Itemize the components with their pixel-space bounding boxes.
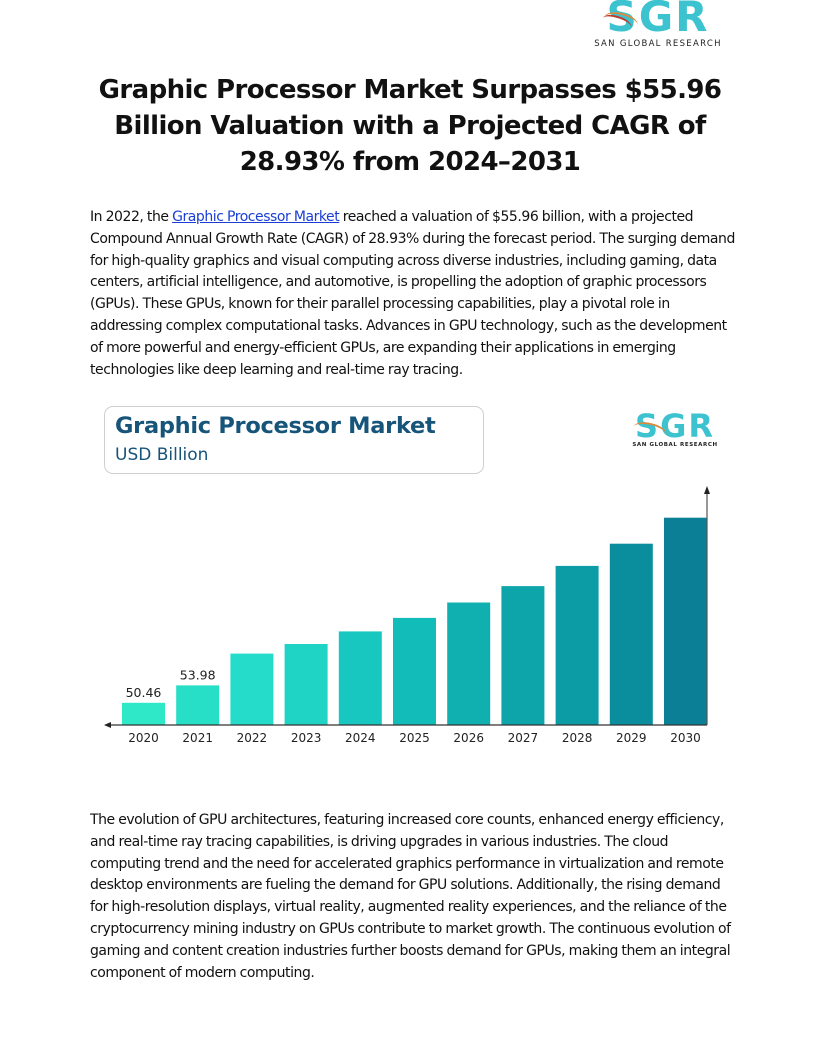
x-axis-arrow-icon (104, 722, 111, 728)
x-tick-labels: 2020 2021 2022 2023 2024 2025 2026 2027 2028 2029… (128, 731, 701, 745)
intro-paragraph: In 2022, the Graphic Processor Market re… (90, 207, 735, 381)
x-tick-label: 2021 (182, 731, 213, 745)
graphic-processor-market-link[interactable]: Graphic Processor Market (172, 209, 340, 225)
x-tick-label: 2026 (453, 731, 484, 745)
bars-group (122, 517, 707, 725)
chart-sgr-logo: SGR SAN GLOBAL RESEARCH (631, 407, 718, 458)
sgr-logo-mark: SGR (601, 0, 710, 41)
bar-2024 (338, 631, 382, 725)
chart-logo-tagline: SAN GLOBAL RESEARCH (632, 442, 718, 448)
body-paragraph: The evolution of GPU architectures, feat… (90, 812, 731, 981)
chart-logo-mark: SGR (631, 407, 715, 445)
bar-2028 (555, 565, 599, 725)
intro-text-after-link: reached a valuation of $55.96 billion, w… (90, 209, 735, 378)
x-tick-label: 2028 (562, 731, 593, 745)
bar-2023 (284, 644, 328, 725)
data-labels: 50.46 53.98 (126, 667, 216, 699)
page-title: Graphic Processor Market Surpasses $55.9… (98, 75, 722, 177)
x-tick-label: 2024 (345, 731, 376, 745)
data-label: 50.46 (126, 685, 162, 700)
data-label: 53.98 (180, 667, 216, 682)
x-tick-label: 2027 (508, 731, 539, 745)
x-tick-label: 2022 (237, 731, 268, 745)
bar-2026 (447, 602, 491, 725)
x-tick-label: 2030 (670, 731, 701, 745)
bar-2021 (176, 685, 220, 725)
bar-2022 (230, 653, 274, 725)
x-tick-label: 2025 (399, 731, 430, 745)
bar-2029 (609, 543, 653, 725)
chart-title-card: Graphic Processor Market USD Billion (104, 406, 484, 474)
bar-2030 (664, 517, 707, 725)
chart-subtitle: USD Billion (115, 445, 209, 465)
logo-tagline: SAN GLOBAL RESEARCH (594, 39, 722, 49)
chart-logo-text: SGR (635, 407, 715, 445)
sgr-logo: SGR SAN GLOBAL RESEARCH (586, 0, 730, 54)
intro-text-before-link: In 2022, the (90, 209, 173, 225)
bar-2027 (501, 586, 545, 725)
chart-title: Graphic Processor Market (115, 413, 436, 439)
x-tick-label: 2020 (128, 731, 159, 745)
bar-2025 (393, 617, 436, 725)
x-tick-label: 2023 (291, 731, 322, 745)
x-tick-label: 2029 (616, 731, 647, 745)
logo-text: SGR (606, 0, 710, 41)
bar-2020 (122, 702, 165, 725)
y-axis-arrow-icon (704, 486, 710, 494)
